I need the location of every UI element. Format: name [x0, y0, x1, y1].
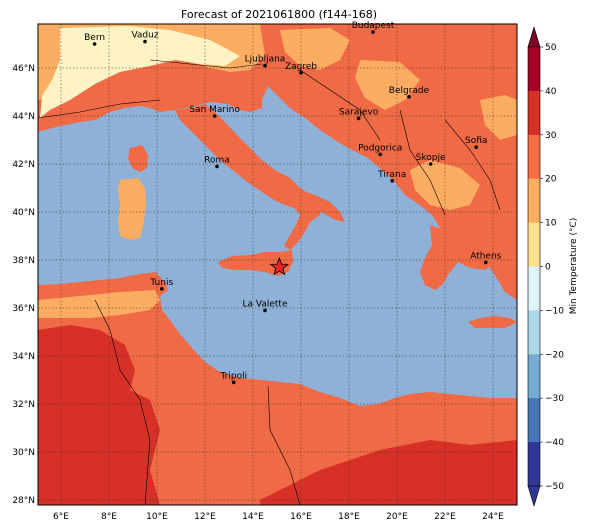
colorbar-tick-label: −20: [545, 350, 564, 360]
lon-label: 8°E: [101, 512, 117, 522]
city-dot: [474, 145, 479, 149]
city-dot: [215, 164, 219, 169]
graticule: [38, 24, 517, 505]
colorbar-tick-label: 10: [545, 219, 557, 229]
colorbar-block: [528, 310, 540, 355]
colorbar-tick-label: −50: [545, 482, 564, 492]
colorbar-tick-label: −30: [545, 394, 564, 404]
country-borders: [38, 59, 501, 505]
star-icon: [269, 257, 290, 276]
lat-label: 44°N: [12, 112, 35, 122]
city-dot: [212, 114, 217, 118]
city-dot: [390, 179, 395, 183]
city-dot: [371, 30, 375, 34]
city-label: Ljubljana: [245, 55, 286, 65]
colorbar-min-arrow: [527, 485, 541, 508]
city-dot: [484, 260, 488, 265]
map-area: [38, 24, 517, 505]
lon-labels: 6°E 8°E 10°E 12°E 14°E 16°E 18°E 20°E 22…: [53, 512, 504, 522]
lat-labels: 46°N 44°N 42°N 40°N 38°N 36°N 34°N 32°N …: [12, 64, 35, 506]
colorbar-block: [528, 354, 540, 399]
city-dot: [378, 152, 383, 157]
city-label: Budapest: [352, 21, 395, 31]
colorbar-tick-label: 0: [545, 263, 551, 273]
city-label: Tirana: [377, 170, 406, 180]
city-dot: [143, 39, 147, 44]
lon-label: 24°E: [482, 512, 504, 522]
colorbar-tick-label: 50: [545, 43, 557, 53]
city-label: San Marino: [189, 105, 240, 115]
map-title: Forecast of 2021061800 (f144-168): [181, 8, 377, 21]
colorbar-block: [528, 266, 540, 311]
colorbar-max-arrow: [527, 25, 541, 48]
lat-label: 40°N: [12, 208, 35, 218]
lat-label: 34°N: [12, 352, 35, 362]
lon-label: 22°E: [434, 512, 456, 522]
city-label: Sofia: [465, 136, 487, 146]
city-dot: [232, 380, 236, 385]
city-label: Tripoli: [219, 371, 247, 381]
colorbar-label: Min Temperature (°C): [569, 218, 579, 315]
city-dot: [92, 42, 97, 46]
city-dot: [160, 287, 164, 291]
lat-label: 30°N: [12, 448, 35, 458]
lon-label: 20°E: [386, 512, 408, 522]
city-dot: [299, 71, 303, 75]
colorbar-block: [528, 222, 540, 267]
city-label: Zagreb: [285, 62, 317, 72]
lat-label: 46°N: [12, 64, 35, 74]
colorbar-block: [528, 442, 540, 487]
hot-zones: [38, 325, 517, 505]
cold-zones: [40, 26, 240, 118]
city-label: Belgrade: [389, 86, 430, 96]
lon-label: 10°E: [146, 512, 168, 522]
lon-label: 16°E: [290, 512, 312, 522]
colorbar-tick-label: −40: [545, 438, 564, 448]
colorbar-tick-label: −10: [545, 306, 564, 316]
colorbar: 50 40 30 20 10 0 −10 −20 −30 −40 −50: [527, 25, 564, 508]
city-label: Podgorica: [358, 143, 402, 153]
city-dot: [356, 116, 361, 121]
city-dot: [263, 308, 267, 313]
city-label: Skopje: [416, 153, 446, 163]
colorbar-block: [528, 178, 540, 224]
city-label: Bern: [84, 33, 105, 43]
lat-label: 28°N: [12, 496, 35, 506]
lon-label: 6°E: [53, 512, 69, 522]
lat-label: 32°N: [12, 400, 35, 410]
colorbar-block: [528, 90, 540, 136]
lon-label: 14°E: [242, 512, 264, 522]
colorbar-tick-label: 30: [545, 131, 557, 141]
city-label: Roma: [204, 155, 230, 165]
city-dot: [428, 162, 433, 166]
lat-label: 42°N: [12, 160, 35, 170]
city-dot: [407, 95, 411, 99]
city-label: Sarajevo: [339, 107, 379, 117]
city-label: Athens: [470, 251, 501, 261]
city-label: La Valette: [243, 299, 288, 309]
colorbar-block: [528, 47, 540, 92]
city-label: Vaduz: [131, 31, 158, 41]
city-label: Tunis: [149, 278, 173, 288]
map-frame: [37, 23, 518, 506]
colorbar-tick-label: 20: [545, 175, 557, 185]
lon-label: 18°E: [338, 512, 360, 522]
lon-label: 12°E: [194, 512, 216, 522]
colorbar-block: [528, 398, 540, 443]
lat-label: 38°N: [12, 256, 35, 266]
lat-label: 36°N: [12, 304, 35, 314]
colorbar-tick-label: 40: [545, 87, 557, 97]
colorbar-block: [528, 134, 540, 180]
city-dot: [263, 63, 267, 68]
